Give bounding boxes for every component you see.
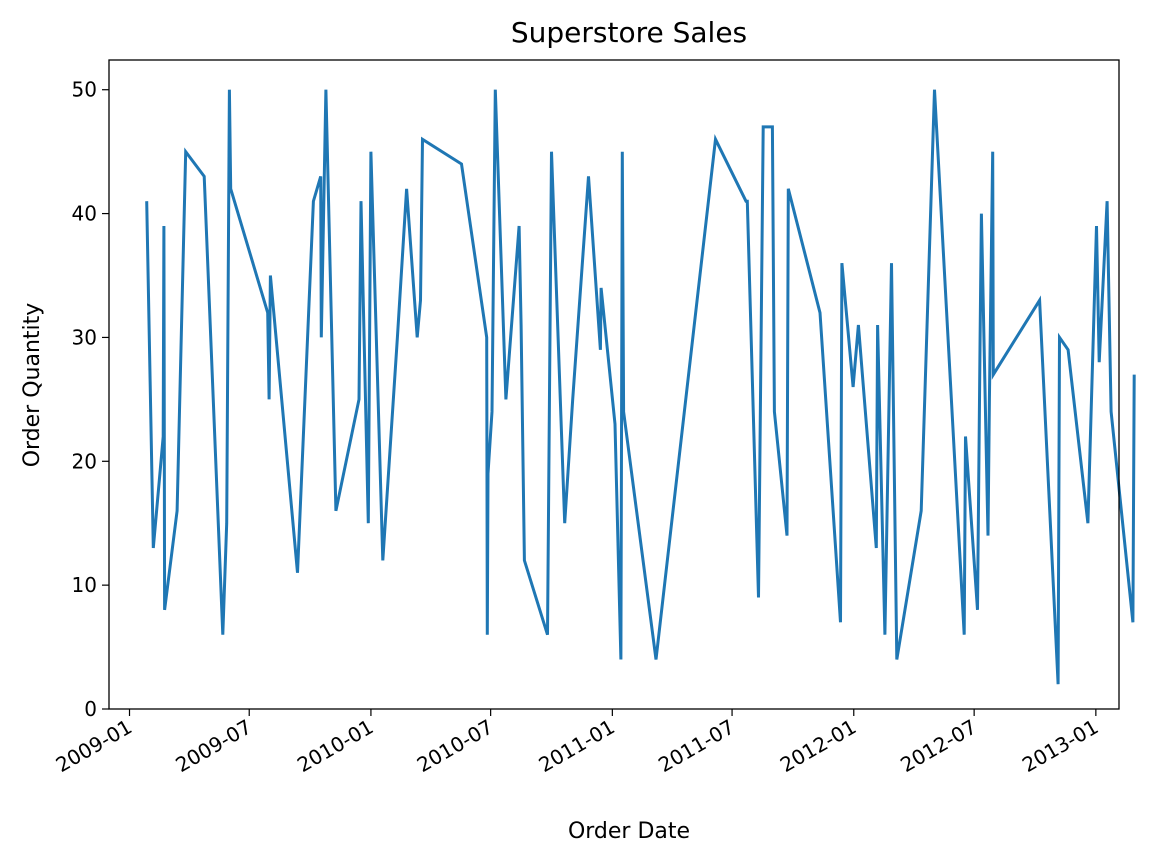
y-tick-label: 50 — [72, 78, 97, 102]
y-tick-label: 40 — [72, 202, 97, 226]
plot-area — [109, 60, 1119, 709]
series-layer — [145, 89, 1136, 685]
x-tick-label: 2010-07 — [413, 715, 497, 778]
x-tick-label: 2011-07 — [654, 715, 738, 778]
x-tick-label: 2012-07 — [896, 715, 980, 778]
x-tick-label: 2010-01 — [293, 715, 377, 778]
y-axis-label: Order Quantity — [20, 303, 45, 468]
x-axis-ticks: 2009-01 2009-07 2010-01 2010-07 2011-01 2011-… — [52, 709, 1102, 778]
plot-frame — [108, 59, 1120, 710]
x-tick-label: 2011-01 — [534, 715, 618, 778]
y-tick-label: 30 — [72, 325, 97, 349]
y-tick-label: 0 — [84, 697, 97, 721]
x-tick-label: 2009-01 — [52, 715, 136, 778]
y-tick-label: 20 — [72, 449, 97, 473]
chart-title: Superstore Sales — [511, 16, 747, 49]
x-tick-label: 2009-07 — [171, 715, 255, 778]
y-axis-ticks: 0 10 20 30 40 50 — [72, 78, 109, 721]
x-tick-label: 2012-01 — [776, 715, 860, 778]
series-line — [145, 89, 1136, 685]
x-axis-label: Order Date — [568, 819, 690, 844]
x-tick-label: 2013-01 — [1018, 715, 1102, 778]
y-tick-label: 10 — [72, 573, 97, 597]
